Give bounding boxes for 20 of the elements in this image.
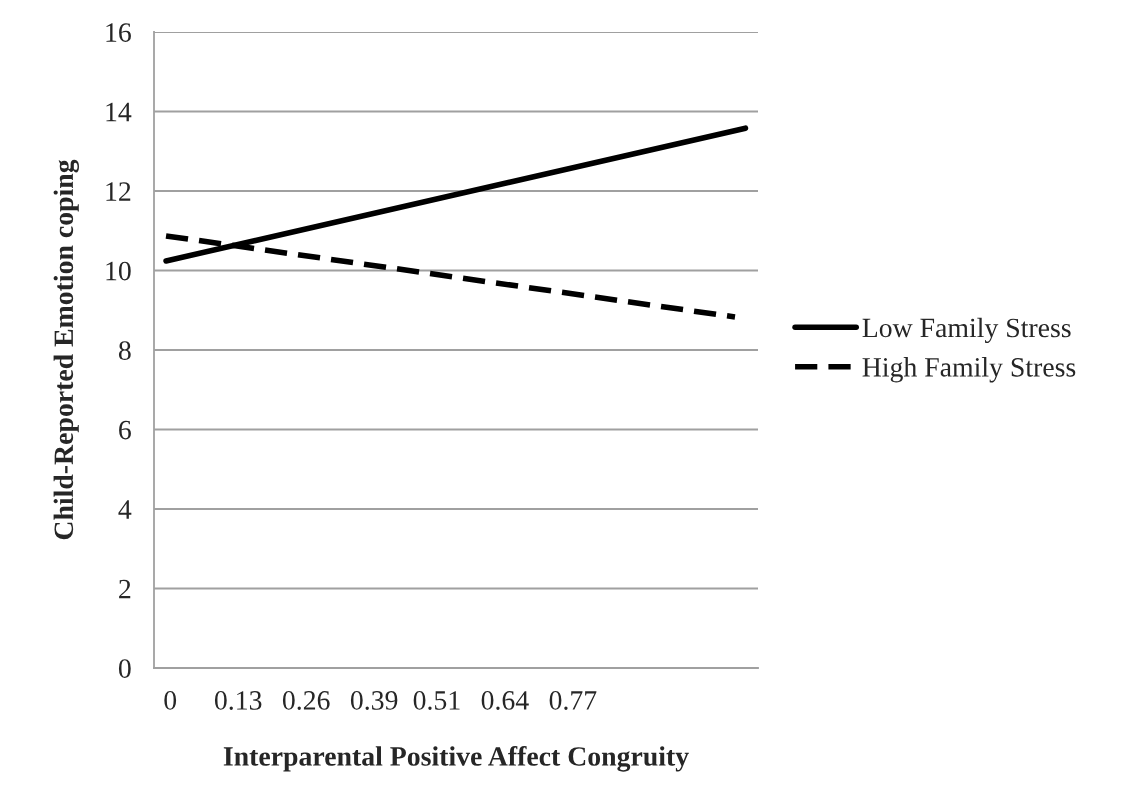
y-tick-label: 4: [118, 500, 132, 519]
x-tick-label: 0: [164, 691, 177, 710]
y-tick-label: 6: [119, 420, 131, 440]
y-tick-label: 2: [119, 579, 131, 599]
y-tick-label: 12: [106, 182, 131, 201]
x-axis-title: Interparental Positive Affect Congruity: [223, 745, 689, 772]
x-tick-label: 0.77: [549, 691, 597, 710]
y-axis-title: Child-Reported Emotion coping: [53, 159, 79, 540]
y-tick-label: 14: [106, 102, 132, 122]
legend-label: Low Family Stress: [862, 317, 1071, 344]
y-tick-label: 16: [106, 23, 131, 42]
x-tick-label: 0.13: [214, 691, 262, 710]
y-tick-label: 10: [106, 261, 131, 281]
legend-label: High Family Stress: [862, 357, 1076, 383]
x-tick-label: 0.26: [282, 691, 330, 710]
x-tick-label: 0.39: [350, 691, 398, 710]
y-tick-label: 8: [118, 341, 131, 360]
y-tick-label: 0: [118, 659, 131, 678]
x-tick-label: 0.51: [413, 691, 460, 710]
x-tick-label: 0.64: [481, 691, 529, 710]
